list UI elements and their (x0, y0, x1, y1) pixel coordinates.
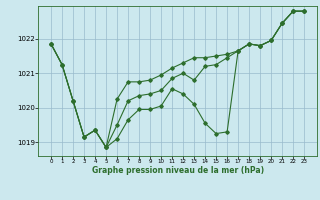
X-axis label: Graphe pression niveau de la mer (hPa): Graphe pression niveau de la mer (hPa) (92, 166, 264, 175)
